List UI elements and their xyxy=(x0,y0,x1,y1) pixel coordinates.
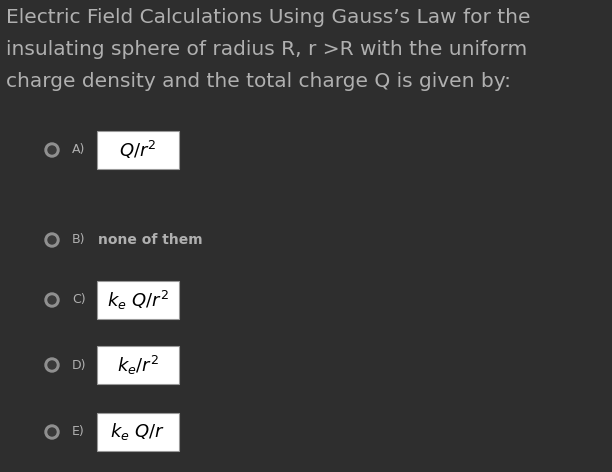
Circle shape xyxy=(48,296,56,304)
Text: $\mathit{Q/r^2}$: $\mathit{Q/r^2}$ xyxy=(119,139,157,161)
FancyBboxPatch shape xyxy=(97,346,179,384)
Text: $\mathit{k_e\ Q/r^2}$: $\mathit{k_e\ Q/r^2}$ xyxy=(107,288,169,312)
Circle shape xyxy=(45,293,59,307)
Text: none of them: none of them xyxy=(98,233,203,247)
Text: D): D) xyxy=(72,359,86,371)
Text: $\mathit{k_e/r^2}$: $\mathit{k_e/r^2}$ xyxy=(117,354,159,377)
Circle shape xyxy=(45,358,59,372)
Circle shape xyxy=(48,361,56,369)
FancyBboxPatch shape xyxy=(97,281,179,319)
Text: $\mathit{k_e\ Q/r}$: $\mathit{k_e\ Q/r}$ xyxy=(110,421,165,443)
Text: charge density and the total charge Q is given by:: charge density and the total charge Q is… xyxy=(6,72,511,91)
Circle shape xyxy=(45,143,59,157)
Circle shape xyxy=(45,425,59,439)
Text: B): B) xyxy=(72,234,86,246)
Circle shape xyxy=(48,146,56,154)
Text: C): C) xyxy=(72,294,86,306)
FancyBboxPatch shape xyxy=(97,413,179,451)
Text: A): A) xyxy=(72,143,86,157)
Circle shape xyxy=(48,236,56,244)
Circle shape xyxy=(48,428,56,436)
Text: Electric Field Calculations Using Gauss’s Law for the: Electric Field Calculations Using Gauss’… xyxy=(6,8,531,27)
FancyBboxPatch shape xyxy=(97,131,179,169)
Text: E): E) xyxy=(72,425,84,438)
Text: insulating sphere of radius R, r >R with the uniform: insulating sphere of radius R, r >R with… xyxy=(6,40,528,59)
Circle shape xyxy=(45,233,59,247)
